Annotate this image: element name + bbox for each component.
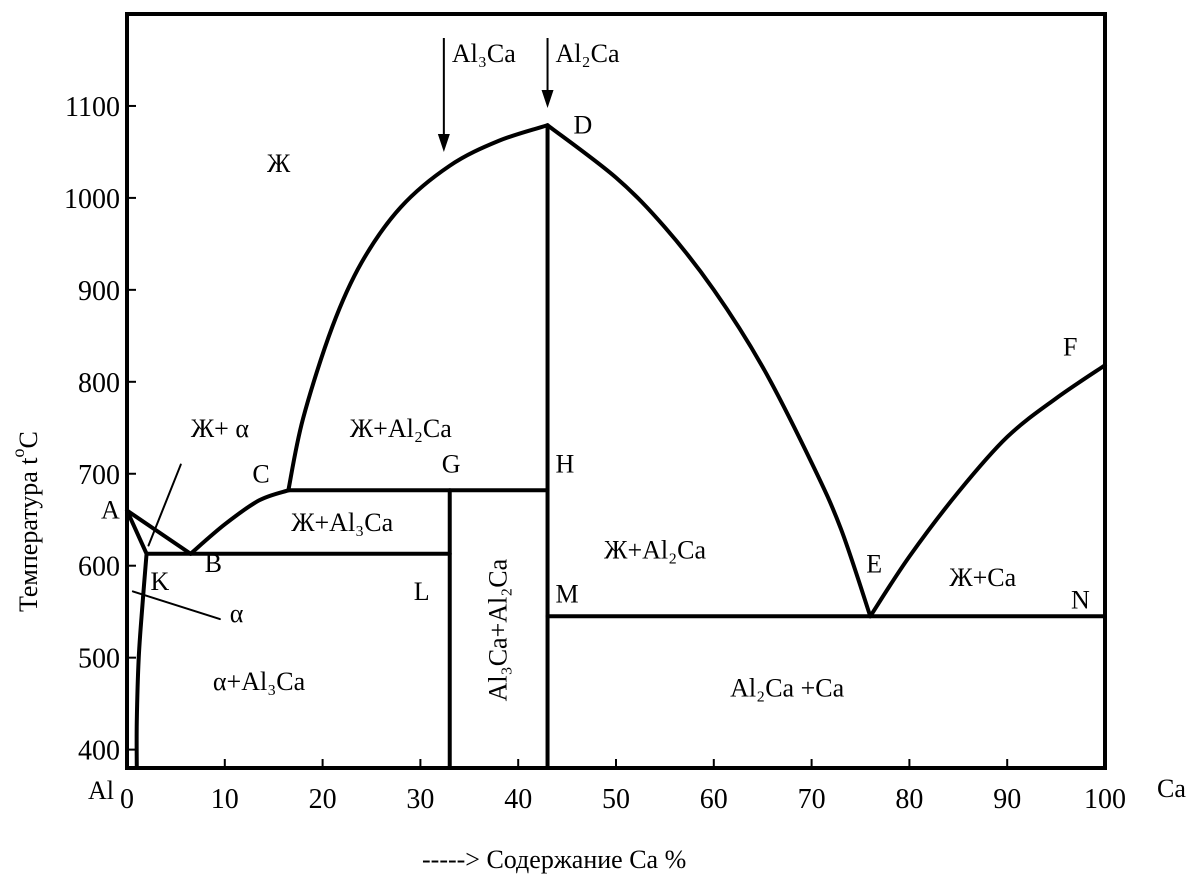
alpha-liquid-leader-line	[147, 463, 182, 547]
compound-label: Al₃Ca	[452, 39, 516, 68]
point-label-D: D	[574, 110, 593, 139]
y-tick-label: 400	[78, 736, 120, 767]
point-label-N: N	[1071, 585, 1090, 614]
x-tick-label: 90	[993, 784, 1021, 815]
point-label-K: K	[151, 567, 170, 596]
liquidus-E-F-line	[868, 363, 1107, 619]
liquidus-D-E-line	[545, 123, 873, 619]
point-label-H: H	[556, 449, 575, 478]
point-label-G: G	[442, 449, 461, 478]
point-label-L: L	[414, 577, 430, 606]
point-label-F: F	[1063, 332, 1077, 361]
region-label: α	[230, 599, 244, 628]
y-axis-title-main: Температура t	[14, 457, 43, 612]
y-tick-label: 500	[78, 644, 120, 675]
y-tick-label: 800	[78, 368, 120, 399]
region-label: α+Al₃Ca	[213, 667, 306, 696]
x-tick-label: 40	[504, 784, 532, 815]
x-tick-label: 50	[602, 784, 630, 815]
region-label: Ж	[267, 149, 291, 178]
point-label-B: B	[205, 549, 222, 578]
y-tick-label: 700	[78, 460, 120, 491]
region-label: Ж+Al₂Ca	[350, 414, 452, 443]
svg-text:Температура toC: Температура toC	[8, 431, 43, 612]
point-label-E: E	[866, 549, 882, 578]
y-tick-label: 900	[78, 276, 120, 307]
y-axis-title-unit: C	[14, 431, 43, 448]
solvus-K-line	[134, 551, 149, 770]
y-axis-title-degree: o	[8, 449, 28, 458]
liquidus-A-B-line	[125, 508, 193, 556]
y-tick-label: 1000	[64, 184, 120, 215]
x-tick-label: 0	[120, 784, 134, 815]
compound-arrow-head	[541, 90, 554, 108]
y-axis-title: Температура toC	[8, 431, 43, 612]
x-tick-label: 100	[1084, 784, 1126, 815]
x-tick-label: 80	[895, 784, 923, 815]
region-label: Ж+Al₃Ca	[291, 508, 393, 537]
x-tick-label: 70	[798, 784, 826, 815]
region-label: Ж+Ca	[949, 563, 1016, 592]
x-tick-label: 10	[211, 784, 239, 815]
region-label: Ж+Al₂Ca	[604, 535, 706, 564]
x-tick-label: 60	[700, 784, 728, 815]
plot-frame	[125, 12, 1107, 770]
point-label-C: C	[252, 459, 269, 488]
region-label: Al₃Ca+Al₂Ca	[483, 558, 512, 701]
compound-label: Al₂Ca	[556, 39, 620, 68]
x-axis-left-end-label: Al	[88, 776, 114, 805]
point-label-M: M	[556, 579, 579, 608]
region-label: Ж+ α	[191, 414, 249, 443]
point-label-A: A	[101, 496, 120, 525]
compound-arrow-head	[437, 134, 450, 152]
solidus-A-K-line	[125, 508, 149, 556]
x-tick-label: 20	[309, 784, 337, 815]
x-axis-right-end-label: Ca	[1157, 774, 1186, 803]
y-tick-label: 600	[78, 552, 120, 583]
alpha-leader-line	[131, 590, 221, 621]
y-tick-label: 1100	[65, 92, 120, 123]
x-axis-title: -----> Содержание Ca %	[422, 845, 686, 874]
x-tick-label: 30	[406, 784, 434, 815]
liquidus-B-C-line	[188, 488, 291, 556]
liquidus-C-D-line	[286, 123, 550, 493]
region-label: Al₂Ca +Ca	[730, 673, 844, 702]
